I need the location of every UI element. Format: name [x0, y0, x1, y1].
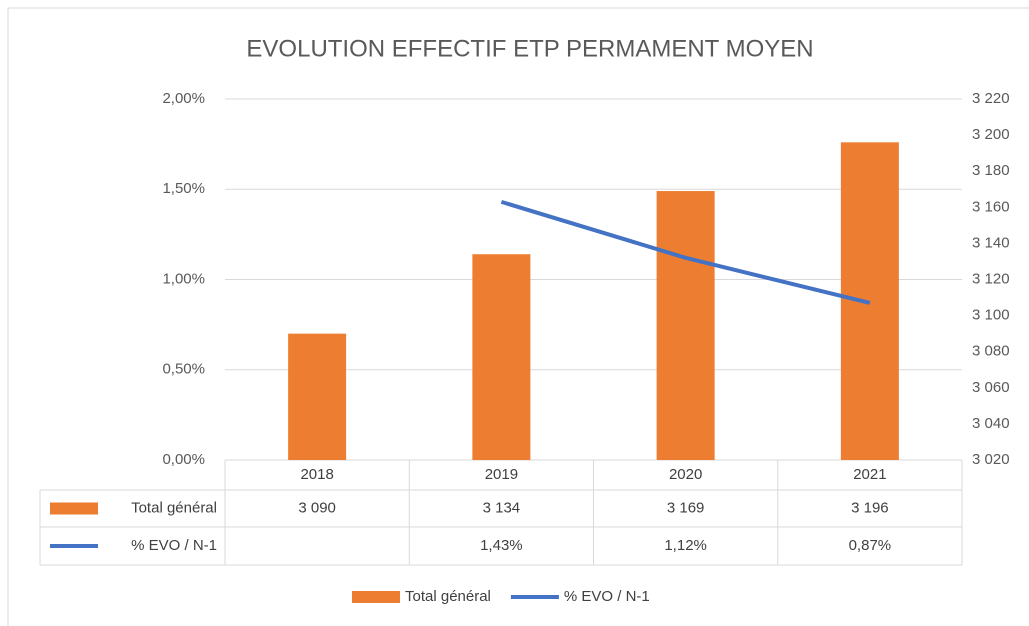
- y-tick-label: 2,00%: [162, 90, 205, 107]
- table-cell: 1,12%: [664, 537, 707, 554]
- y2-tick-label: 3 120: [972, 270, 1010, 287]
- table-cell: 3 196: [851, 499, 889, 516]
- line: [500, 199, 871, 305]
- bar: [472, 254, 531, 460]
- y2-tick-label: 3 220: [972, 90, 1010, 107]
- table-row-label: Total général: [131, 499, 217, 516]
- y2-tick-label: 3 160: [972, 198, 1010, 215]
- table-cell: 3 090: [298, 499, 336, 516]
- x-tick-label: 2021: [853, 466, 886, 483]
- y2-tick-label: 3 180: [972, 162, 1010, 179]
- table-cell: 0,87%: [849, 537, 892, 554]
- x-tick-label: 2020: [669, 466, 702, 483]
- y2-tick-label: 3 040: [972, 415, 1010, 432]
- table-cell: 1,43%: [480, 537, 523, 554]
- table-row-label: % EVO / N-1: [131, 537, 217, 554]
- y2-tick-label: 3 140: [972, 234, 1010, 251]
- x-tick-label: 2018: [300, 466, 333, 483]
- table-cell: 3 134: [483, 499, 521, 516]
- table-cell: 3 169: [667, 499, 705, 516]
- y2-tick-label: 3 200: [972, 126, 1010, 143]
- legend-label: Total général: [405, 588, 491, 605]
- y2-tick-label: 3 080: [972, 343, 1010, 360]
- y2-tick-label: 3 020: [972, 451, 1010, 468]
- legend-key: [352, 591, 400, 603]
- y2-tick-label: 3 100: [972, 307, 1010, 324]
- x-tick-label: 2019: [485, 466, 518, 483]
- y-tick-label: 1,50%: [162, 180, 205, 197]
- bar: [656, 191, 715, 460]
- chart-title: EVOLUTION EFFECTIF ETP PERMAMENT MOYEN: [246, 35, 813, 62]
- table-legend-key: [50, 502, 98, 515]
- y2-tick-label: 3 060: [972, 379, 1010, 396]
- legend-label: % EVO / N-1: [564, 588, 650, 605]
- bar: [288, 333, 347, 460]
- y-tick-label: 0,00%: [162, 451, 205, 468]
- y-tick-label: 0,50%: [162, 361, 205, 378]
- y-tick-label: 1,00%: [162, 270, 205, 287]
